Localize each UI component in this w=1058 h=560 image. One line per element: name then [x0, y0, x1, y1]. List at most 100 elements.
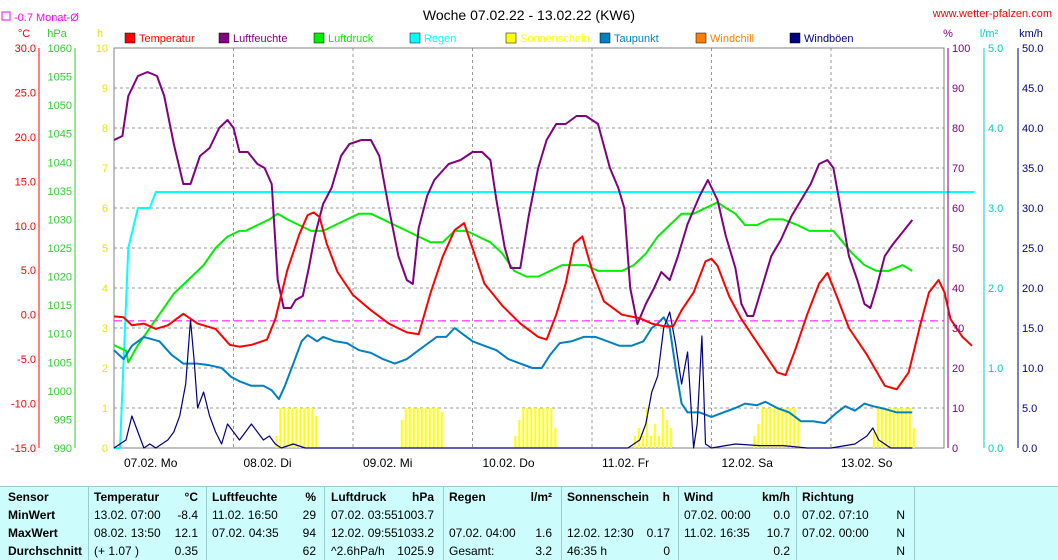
series-line-windboeen	[113, 311, 913, 449]
luftdruck-axis-tick: 1025	[48, 243, 72, 255]
wind-axis-tick: 40.0	[1022, 123, 1043, 135]
regen-axis-tick: 3.0	[988, 203, 1003, 215]
cell-value: -8.4	[177, 508, 198, 522]
luftfeuchte-axis-tick: 30	[952, 323, 964, 335]
series-line-taupunkt	[113, 316, 913, 425]
cell-date: 12.02. 09:55	[331, 526, 398, 540]
sonnenschein-bar	[761, 408, 764, 448]
column-title: Luftdruck	[331, 490, 387, 504]
monat-label: -0.7 Monat-Ø	[14, 12, 79, 24]
sonnenschein-bar	[291, 408, 294, 448]
sonnenschein-axis-tick: 10	[96, 43, 108, 55]
wind-axis-tick: 30.0	[1022, 203, 1043, 215]
sonnenschein-bar	[669, 428, 672, 448]
sonnenschein-bar	[287, 408, 290, 448]
sonnenschein-bar	[538, 408, 541, 448]
cell-date: 12.02. 12:30	[567, 526, 634, 540]
series-line-regen	[114, 191, 975, 449]
luftdruck-axis-tick: 1040	[48, 157, 72, 169]
temperatur-axis-tick: -5.0	[17, 354, 36, 366]
series-line-temperatur	[113, 211, 973, 391]
table-separator	[796, 487, 797, 560]
legend-swatch-regen	[409, 32, 421, 44]
luftdruck-axis-tick: 1060	[48, 43, 72, 55]
sonnenschein-bar	[275, 436, 278, 448]
table-row: MaxWert 08.02. 13:50 12.1 07.02. 04:35 94 12.…	[0, 523, 1058, 541]
luftdruck-axis-tick: 1045	[48, 129, 72, 141]
table-separator	[678, 487, 679, 560]
row-label: MaxWert	[8, 526, 58, 540]
luftdruck-axis-tick: 1030	[48, 214, 72, 226]
x-tick-label: 12.02. Sa	[722, 456, 774, 470]
sonnenschein-bar	[904, 408, 907, 448]
cell-value: 1.6	[535, 526, 552, 540]
luftdruck-axis-tick: 1035	[48, 186, 72, 198]
cell-date: 46:35 h	[567, 544, 608, 558]
column-unit: °C	[184, 490, 198, 504]
cell-date: 11.02. 16:50	[212, 508, 278, 522]
cell-value: 29	[302, 508, 316, 522]
x-tick-label: 08.02. Di	[244, 456, 292, 470]
table-row: Durchschnitt (+ 1.07 ) 0.35 62 ^2.6hPa/h 1025…	[0, 541, 1058, 559]
sonnenschein-bar	[641, 436, 644, 448]
sonnenschein-bar	[534, 408, 537, 448]
sonnenschein-bar	[769, 408, 772, 448]
wind-axis-tick: 45.0	[1022, 83, 1043, 95]
luftdruck-axis-tick: 1055	[48, 72, 72, 84]
sonnenschein-axis-tick: 3	[102, 323, 108, 335]
x-tick-label: 07.02. Mo	[124, 456, 178, 470]
legend-label-windchill: Windchill	[710, 33, 754, 45]
legend-swatch-taupunkt	[599, 32, 611, 44]
sonnenschein-bar	[436, 408, 439, 448]
legend-swatch-luftdruck	[313, 32, 325, 44]
table-row: MinWert 13.02. 07:00 -8.4 11.02. 16:50 29 07.…	[0, 505, 1058, 523]
row-label: Durchschnitt	[8, 544, 83, 558]
temperatur-axis-tick: 10.0	[15, 221, 36, 233]
regen-unit-label: l/m²	[980, 28, 999, 40]
column-title: Richtung	[802, 490, 854, 504]
cell-value: 3.2	[535, 544, 552, 558]
sonnenschein-bar	[637, 428, 640, 448]
legend-label-sonnenschein: Sonnenschein	[520, 33, 590, 45]
luftfeuchte-axis-tick: 90	[952, 83, 964, 95]
sonnenschein-bar	[542, 408, 545, 448]
wind-axis-tick: 50.0	[1022, 43, 1043, 55]
sonnenschein-bar	[765, 408, 768, 448]
sonnenschein-bar	[420, 408, 423, 448]
sonnenschein-bar	[872, 432, 875, 448]
cell-date: Gesamt:	[449, 544, 495, 558]
cell-value: 12.1	[174, 526, 198, 540]
sonnenschein-bar	[793, 408, 796, 448]
cell-date: 07.02. 07:10	[802, 508, 869, 522]
luftfeuchte-unit-label: %	[943, 28, 953, 40]
temperatur-unit-label: °C	[18, 28, 30, 40]
luftfeuchte-axis-tick: 40	[952, 283, 964, 295]
table-separator	[443, 487, 444, 560]
luftdruck-axis-tick: 1050	[48, 100, 72, 112]
cell-value: 0.35	[174, 544, 198, 558]
cell-value: 0	[663, 544, 670, 558]
sonnenschein-bar	[896, 408, 899, 448]
table-separator	[914, 487, 915, 560]
wind-axis-tick: 35.0	[1022, 163, 1043, 175]
x-tick-label: 11.02. Fr	[602, 456, 649, 470]
column-title: Temperatur	[94, 490, 160, 504]
sonnenschein-axis-tick: 7	[102, 163, 108, 175]
cell-date: 07.02. 03:55	[331, 508, 398, 522]
cell-value: 0.17	[646, 526, 670, 540]
sonnenschein-bar	[884, 408, 887, 448]
sonnenschein-bar	[404, 408, 407, 448]
temperatur-axis-tick: 0.0	[21, 310, 36, 322]
temperatur-axis-tick: 30.0	[15, 43, 36, 55]
sonnenschein-bar	[311, 408, 314, 448]
legend-label-taupunkt: Taupunkt	[614, 33, 659, 45]
sonnenschein-bar	[645, 408, 648, 448]
weather-chart: -15.0-10.0-5.00.05.010.015.020.025.030.0…	[1, 7, 1052, 470]
sonnenschein-bar	[514, 436, 517, 448]
sonnenschein-bar	[432, 408, 435, 448]
temperatur-axis-tick: -10.0	[11, 399, 36, 411]
sonnenschein-bar	[554, 428, 557, 448]
sonnenschein-bar	[908, 408, 911, 448]
sonnenschein-bar	[428, 408, 431, 448]
column-title: Sensor	[8, 490, 49, 504]
